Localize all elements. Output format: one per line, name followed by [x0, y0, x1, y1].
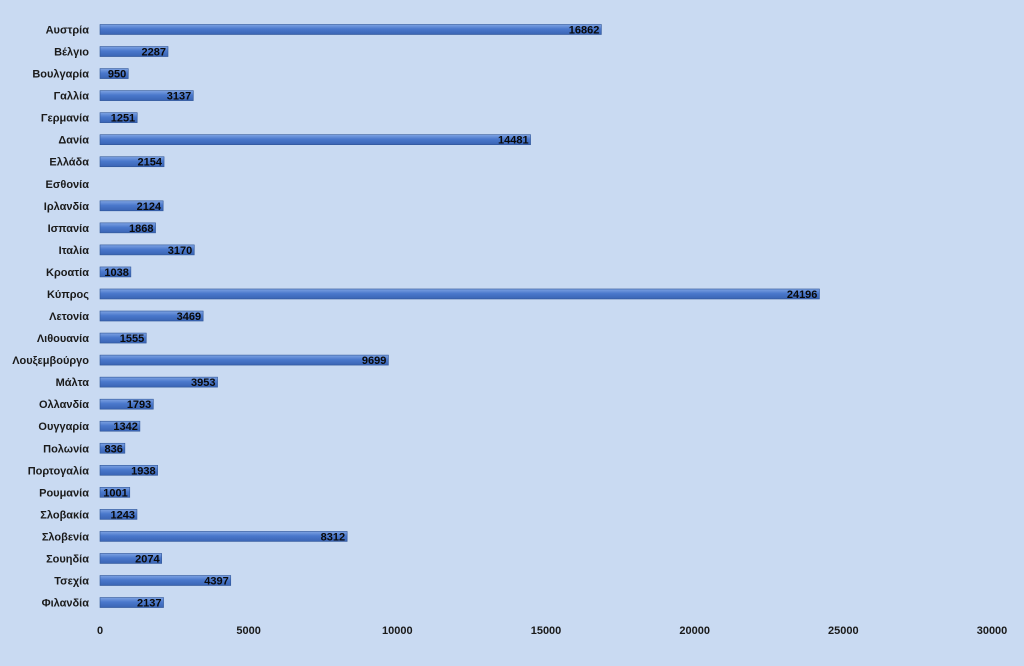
category-label: Ιταλία — [59, 245, 90, 257]
value-label: 1555 — [120, 333, 144, 345]
category-label: Βέλγιο — [54, 47, 89, 59]
value-label: 1793 — [127, 399, 151, 411]
value-label: 3137 — [167, 91, 191, 103]
bar — [99, 354, 389, 366]
value-label: 1868 — [129, 223, 153, 235]
category-label: Γαλλία — [54, 91, 90, 103]
bar — [99, 442, 126, 454]
bar — [99, 575, 232, 586]
value-label: 8312 — [321, 531, 345, 543]
bar — [99, 24, 602, 35]
category-label: Λιθουανία — [37, 333, 89, 345]
x-tick-label: 5000 — [236, 625, 260, 637]
value-label: 1243 — [110, 509, 134, 521]
value-label: 4397 — [204, 576, 228, 588]
bars-group — [99, 24, 820, 608]
bar — [99, 553, 162, 564]
value-label: 950 — [108, 69, 126, 81]
value-label: 1342 — [113, 421, 137, 433]
bar — [99, 310, 204, 322]
category-label: Ρουμανία — [39, 487, 89, 499]
value-label: 3953 — [191, 377, 215, 389]
value-labels-group: 16862 2287 950 3137 1251 14481 2154 2124 1868 317… — [103, 25, 817, 610]
bar — [99, 244, 195, 256]
bar — [99, 156, 165, 168]
bar — [99, 597, 164, 608]
bar — [99, 266, 132, 278]
category-label: Εσθονία — [46, 179, 90, 191]
x-tick-label: 25000 — [828, 625, 859, 637]
bar — [99, 420, 141, 432]
value-label: 2074 — [135, 553, 160, 565]
value-label: 1001 — [103, 487, 127, 499]
bar — [99, 531, 348, 542]
value-label: 1038 — [104, 267, 128, 279]
category-label: Αυστρία — [46, 25, 90, 37]
x-tick-label: 30000 — [977, 625, 1008, 637]
category-label: Ισπανία — [48, 223, 90, 235]
value-label: 2137 — [137, 598, 161, 610]
value-label: 2154 — [138, 157, 163, 169]
bar — [99, 90, 194, 101]
value-label: 16862 — [569, 25, 600, 37]
value-label: 836 — [104, 443, 122, 455]
category-label: Μάλτα — [56, 377, 90, 389]
category-label: Λουξεμβούργο — [12, 355, 89, 367]
category-label: Ουγγαρία — [38, 421, 89, 433]
value-label: 2287 — [142, 47, 166, 59]
x-tick-label: 0 — [97, 625, 103, 637]
category-label: Πορτογαλία — [28, 465, 90, 477]
category-label: Βουλγαρία — [32, 69, 89, 81]
value-label: 9699 — [362, 355, 386, 367]
value-label: 14481 — [498, 135, 529, 147]
bar — [99, 200, 164, 212]
x-axis-ticks-group: 0 5000 10000 15000 20000 25000 30000 — [97, 625, 1007, 637]
category-label: Ιρλανδία — [44, 201, 89, 213]
x-tick-label: 15000 — [531, 625, 562, 637]
bar — [99, 332, 147, 344]
bar — [99, 376, 218, 388]
bar — [99, 398, 154, 410]
bar — [99, 46, 169, 57]
category-label: Γερμανία — [41, 113, 89, 125]
category-label: Σλοβακία — [40, 509, 89, 521]
value-label: 1251 — [111, 113, 135, 125]
bar — [99, 134, 531, 145]
category-label: Δανία — [58, 135, 89, 147]
bar — [99, 222, 156, 234]
value-label: 3170 — [168, 245, 192, 257]
bar — [99, 509, 138, 520]
bar — [99, 68, 129, 79]
category-label: Φιλανδία — [42, 598, 90, 610]
value-label: 3469 — [177, 311, 201, 323]
category-label: Σουηδία — [46, 553, 89, 565]
category-label: Πολωνία — [43, 443, 89, 455]
bar — [99, 464, 158, 476]
value-label: 1938 — [131, 465, 155, 477]
category-label: Ελλάδα — [49, 157, 89, 169]
category-label: Ολλανδία — [39, 399, 89, 411]
bar — [99, 112, 138, 123]
bar — [99, 288, 820, 300]
x-tick-label: 10000 — [382, 625, 413, 637]
value-label: 24196 — [787, 289, 818, 301]
category-label: Κύπρος — [47, 289, 89, 301]
category-label: Τσεχία — [54, 576, 89, 588]
bar — [99, 487, 131, 498]
x-tick-label: 20000 — [679, 625, 710, 637]
category-label: Σλοβενία — [42, 531, 89, 543]
category-label: Λετονία — [49, 311, 89, 323]
category-labels-group: Αυστρία Βέλγιο Βουλγαρία Γαλλία Γερμανία Δανί… — [12, 25, 89, 610]
category-label: Κροατία — [46, 267, 89, 279]
value-label: 2124 — [137, 201, 162, 213]
